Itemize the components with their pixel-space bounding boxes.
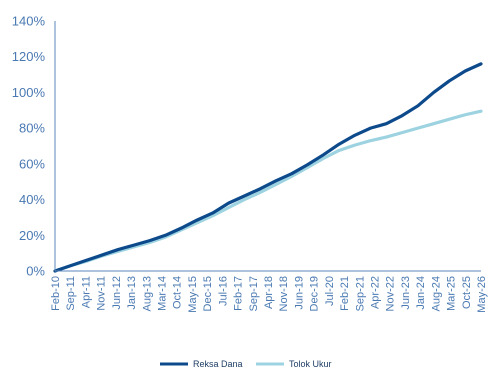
x-tick-label: Dec-19: [309, 276, 321, 311]
y-tick-label: 60%: [19, 156, 45, 171]
y-tick-label: 140%: [12, 14, 46, 29]
x-tick-label: Apr-11: [80, 276, 92, 308]
x-tick-label: Sep-11: [65, 276, 77, 311]
y-tick-label: 100%: [12, 85, 46, 100]
x-tick-label: Feb-10: [50, 276, 62, 311]
x-tick-label: Dec-15: [202, 276, 214, 311]
legend-label-reksa-dana: Reksa Dana: [193, 359, 243, 369]
x-tick-label: Apr-22: [370, 276, 382, 309]
x-tick-label: Mar-25: [446, 276, 458, 311]
y-axis-tick-labels: 0% 20% 40% 60% 80% 100% 120% 140%: [12, 14, 46, 279]
x-tick-label: Oct-25: [461, 276, 473, 309]
legend-label-tolok-ukur: Tolok Ukur: [289, 359, 332, 369]
x-tick-label: Sep-17: [248, 276, 260, 311]
series-line-reksa-dana: [53, 62, 483, 273]
x-tick-label: Jun-19: [293, 276, 305, 310]
x-tick-label: Jan-13: [126, 276, 138, 310]
x-tick-label: Aug-24: [430, 276, 442, 311]
x-tick-label: Apr-18: [263, 276, 275, 309]
x-tick-label: May-15: [187, 276, 199, 313]
x-tick-label: Nov-11: [96, 276, 108, 311]
x-axis-tick-labels: Feb-10 Sep-11 Apr-11 Nov-11 Jun-12 Jan-13 Aug-…: [50, 276, 488, 313]
x-tick-label: Mar-14: [157, 276, 169, 311]
x-tick-label: Nov-22: [385, 276, 397, 311]
x-tick-label: Nov-18: [278, 276, 290, 311]
x-tick-label: Aug-13: [141, 276, 153, 311]
y-tick-label: 80%: [19, 121, 45, 136]
x-tick-label: Jul-16: [217, 276, 229, 306]
x-tick-label: Sep-21: [354, 276, 366, 311]
x-tick-label: May-26: [476, 276, 488, 313]
y-tick-label: 0%: [26, 264, 45, 279]
x-tick-label: Feb-21: [339, 276, 351, 311]
x-tick-label: Oct-14: [172, 276, 184, 309]
series-layer: [53, 62, 483, 273]
x-tick-label: Feb-17: [233, 276, 245, 311]
x-tick-label: Jun-23: [400, 276, 412, 310]
y-tick-label: 120%: [12, 49, 46, 64]
legend: Reksa Dana Tolok Ukur: [160, 359, 332, 369]
x-tick-label: Jan-24: [415, 276, 427, 310]
x-tick-label: Jun-12: [111, 276, 123, 310]
y-tick-label: 40%: [19, 192, 45, 207]
x-tick-label: Jul-20: [324, 276, 336, 306]
y-tick-label: 20%: [19, 228, 45, 243]
series-line-tolok-ukur: [53, 109, 483, 273]
